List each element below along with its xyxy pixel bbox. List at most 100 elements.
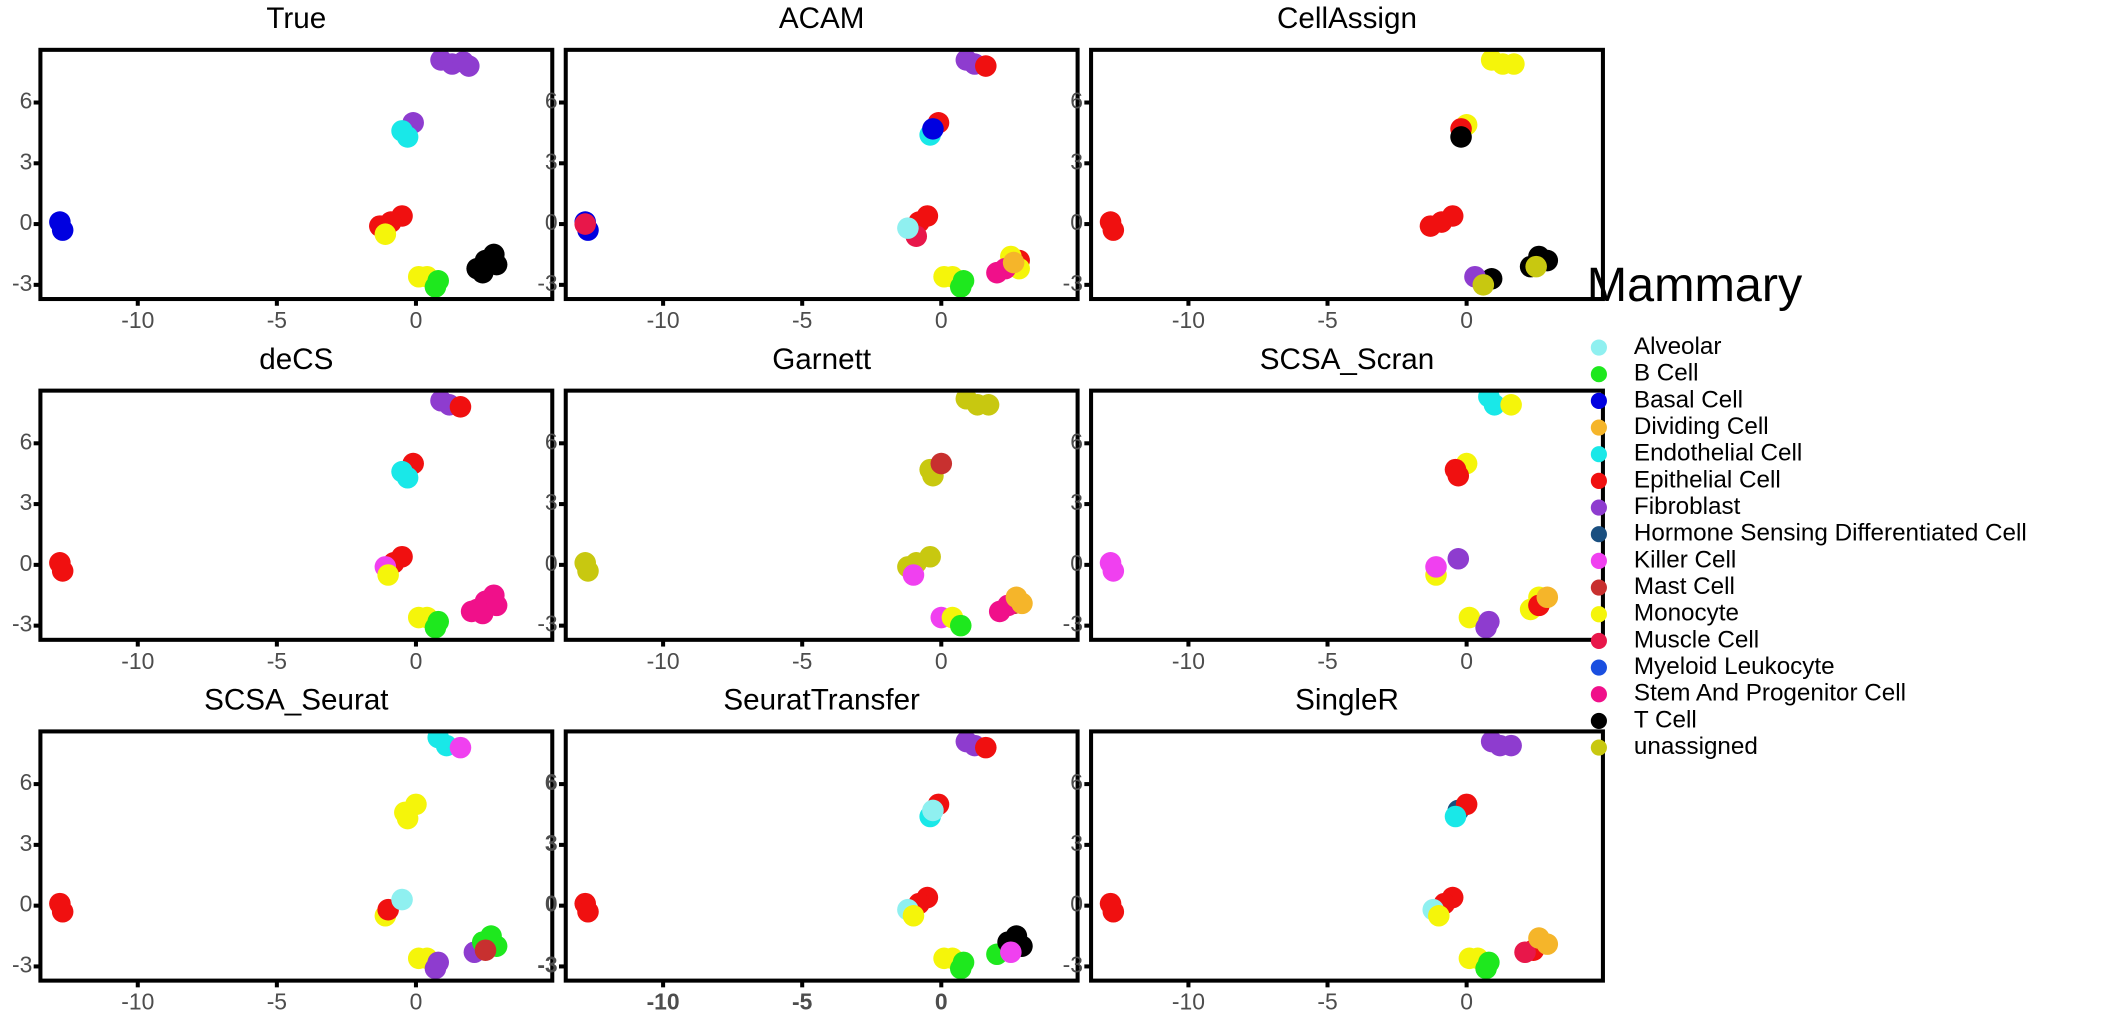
x-tick-label: -5 xyxy=(792,307,812,333)
y-tick-label: 0 xyxy=(545,891,558,917)
legend-swatch xyxy=(1590,366,1607,383)
points xyxy=(49,390,508,639)
legend-swatch xyxy=(1590,472,1607,489)
legend-label: T Cell xyxy=(1634,706,1697,733)
x-tick-label: -5 xyxy=(267,989,287,1015)
y-tick-label: 3 xyxy=(1070,148,1083,174)
point xyxy=(427,610,449,633)
point xyxy=(449,396,472,418)
legend-swatch xyxy=(1590,499,1607,516)
y-tick-label: 3 xyxy=(20,489,33,515)
panel: SCSA_Scran -10 -5 0 -3 0 3 6 xyxy=(1063,343,1605,674)
panel-frame xyxy=(38,47,555,302)
panel-frame xyxy=(1089,729,1605,983)
point xyxy=(396,807,419,830)
y-tick-label: 6 xyxy=(1070,769,1083,795)
point xyxy=(577,900,599,923)
points xyxy=(574,390,1033,637)
panel-title: deCS xyxy=(259,343,333,376)
y-tick-label: 0 xyxy=(545,550,558,576)
panel-title: CellAssign xyxy=(1277,2,1417,35)
y-tick-label: 0 xyxy=(545,209,558,235)
panel-frame xyxy=(1089,388,1605,642)
y-tick-label: -3 xyxy=(1063,270,1083,296)
point xyxy=(1102,560,1125,582)
legend-label: Endothelial Cell xyxy=(1634,440,1802,467)
panel: SCSA_Seurat -10 -5 0 -3 0 3 6 xyxy=(12,684,555,1015)
points xyxy=(49,731,508,980)
panel-title: SCSA_Scran xyxy=(1260,343,1435,376)
legend-swatch xyxy=(1590,659,1607,676)
legend-swatch xyxy=(1590,446,1607,463)
point xyxy=(1011,592,1033,615)
legend-label: unassigned xyxy=(1634,733,1758,760)
y-tick-label: -3 xyxy=(12,611,32,637)
x-tick-label: 0 xyxy=(1460,648,1473,674)
legend-label: Muscle Cell xyxy=(1634,626,1759,653)
legend-swatch xyxy=(1590,339,1607,356)
legend-swatch xyxy=(1590,632,1607,649)
point xyxy=(51,560,74,582)
point xyxy=(922,118,944,140)
legend-label: Mast Cell xyxy=(1634,573,1735,600)
x-tick-label: -5 xyxy=(792,648,812,674)
legend-swatch xyxy=(1590,686,1607,703)
point xyxy=(1525,255,1547,278)
point xyxy=(930,452,953,475)
point xyxy=(396,466,419,489)
point xyxy=(1425,556,1447,578)
x-tick-label: 0 xyxy=(935,307,948,333)
panel: SingleR -10 -5 0 -3 0 3 6 xyxy=(1063,684,1605,1015)
legend-swatch xyxy=(1590,552,1607,569)
panel-title: True xyxy=(266,2,326,35)
point xyxy=(1478,951,1500,974)
y-tick-label: -3 xyxy=(537,611,557,637)
points xyxy=(574,731,1033,980)
point xyxy=(897,217,919,239)
y-tick-label: 6 xyxy=(545,88,558,114)
point xyxy=(574,213,596,235)
point xyxy=(1536,933,1559,955)
panel-frame xyxy=(563,729,1080,983)
y-tick-label: 3 xyxy=(1070,830,1083,856)
legend-swatch xyxy=(1590,526,1607,543)
panel-frame xyxy=(38,729,555,983)
point xyxy=(949,614,972,637)
x-tick-label: 0 xyxy=(1460,989,1473,1015)
point xyxy=(1419,215,1442,237)
legend-label: Killer Cell xyxy=(1634,546,1736,573)
y-tick-label: 0 xyxy=(20,550,33,576)
panel-title: Garnett xyxy=(772,343,872,376)
legend-label: Myeloid Leukocyte xyxy=(1634,653,1835,680)
y-tick-label: 0 xyxy=(1070,209,1083,235)
point xyxy=(902,564,925,586)
panel: SeuratTransfer -10 -5 0 -3 0 3 6 xyxy=(537,684,1080,1015)
x-tick-label: -10 xyxy=(647,648,680,674)
y-tick-label: -3 xyxy=(12,270,32,296)
y-tick-label: 0 xyxy=(20,891,33,917)
point xyxy=(51,219,74,241)
x-tick-label: -10 xyxy=(1172,989,1205,1015)
x-tick-label: -5 xyxy=(267,648,287,674)
x-tick-label: -10 xyxy=(121,648,154,674)
points xyxy=(1099,49,1559,296)
point xyxy=(396,126,419,148)
point xyxy=(1000,941,1022,964)
y-tick-label: -3 xyxy=(537,951,557,977)
point xyxy=(922,799,944,822)
point xyxy=(474,939,497,962)
point xyxy=(427,270,449,292)
point xyxy=(427,951,449,974)
point xyxy=(1483,394,1506,416)
x-tick-label: 0 xyxy=(410,648,423,674)
point xyxy=(1514,941,1536,964)
x-tick-label: -5 xyxy=(1317,989,1337,1015)
legend-label: Alveolar xyxy=(1634,333,1722,360)
legend-label: Basal Cell xyxy=(1634,386,1743,413)
y-tick-label: 0 xyxy=(1070,550,1083,576)
legend-label: Fibroblast xyxy=(1634,493,1741,520)
point xyxy=(1002,251,1025,274)
legend-label: Hormone Sensing Differentiated Cell xyxy=(1634,520,2027,547)
panel-frame xyxy=(563,47,1080,302)
